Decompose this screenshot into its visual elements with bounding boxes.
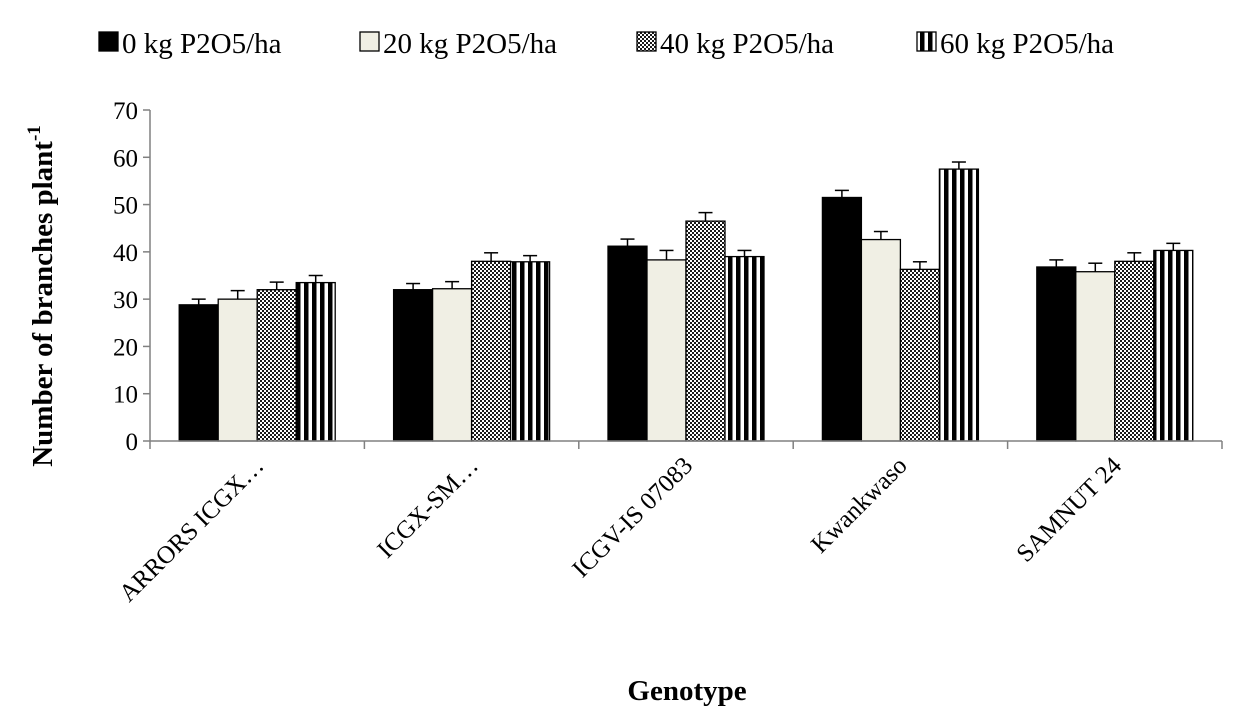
y-tick-label: 10 [113,382,138,409]
bar [256,289,297,442]
legend-swatch [98,31,119,52]
legend-label: 40 kg P2O5/ha [660,28,834,60]
legend-item: 60 kg P2O5/ha [916,28,1114,60]
y-axis-title: Number of branches plant-1 [24,125,59,467]
plot-area [178,161,1194,442]
y-tick-label: 0 [126,429,139,456]
legend-swatch [916,31,937,52]
y-tick-label: 70 [113,98,138,125]
bar [607,245,648,442]
x-category-label: ICGV-IS 07083 [567,452,698,583]
y-tick-label: 60 [113,145,138,172]
legend-item: 0 kg P2O5/ha [98,28,282,60]
bar [217,298,258,442]
y-axis: 0 10 20 30 40 50 60 70 [113,98,151,456]
bar [392,289,434,442]
bar [821,196,863,442]
legend-label: 60 kg P2O5/ha [940,28,1114,60]
y-axis-title-superscript: -1 [24,125,45,141]
legend-item: 20 kg P2O5/ha [359,28,557,60]
legend: 0 kg P2O5/ha 20 kg P2O5/ha 40 kg P2O5/ha 60… [98,28,1114,60]
bar [724,255,765,442]
bar [509,261,551,442]
legend-label: 0 kg P2O5/ha [122,28,282,60]
svg-text:Number of branches plant-1: Number of branches plant-1 [24,125,59,467]
legend-item: 40 kg P2O5/ha [636,28,834,60]
bar [178,304,219,442]
bar [685,220,726,442]
bar [938,168,980,442]
bar [1075,271,1116,442]
bar [431,288,473,442]
x-axis: ARRORS ICGX… ICGX-SM… ICGV-IS 07083 Kwankwa… [114,440,1223,607]
legend-label: 20 kg P2O5/ha [383,28,557,60]
bar [646,259,687,442]
x-axis-title: Genotype [627,675,746,707]
bar [1036,266,1077,442]
bar [899,268,941,442]
legend-swatch [359,31,380,52]
y-tick-label: 20 [113,334,138,361]
bar [1153,249,1194,442]
y-tick-label: 40 [113,240,138,267]
x-category-label: SAMNUT 24 [1012,452,1128,568]
x-category-label: ICGX-SM… [372,452,483,563]
bar [1114,260,1155,442]
bar [860,238,902,442]
y-axis-title-text: Number of branches plant [27,141,59,467]
x-category-label: Kwankwaso [806,452,912,558]
bar [295,281,336,442]
legend-swatch [636,31,657,52]
y-tick-label: 50 [113,193,138,220]
x-category-label: ARRORS ICGX… [114,452,269,607]
y-tick-label: 30 [113,287,138,314]
bar [470,260,512,442]
